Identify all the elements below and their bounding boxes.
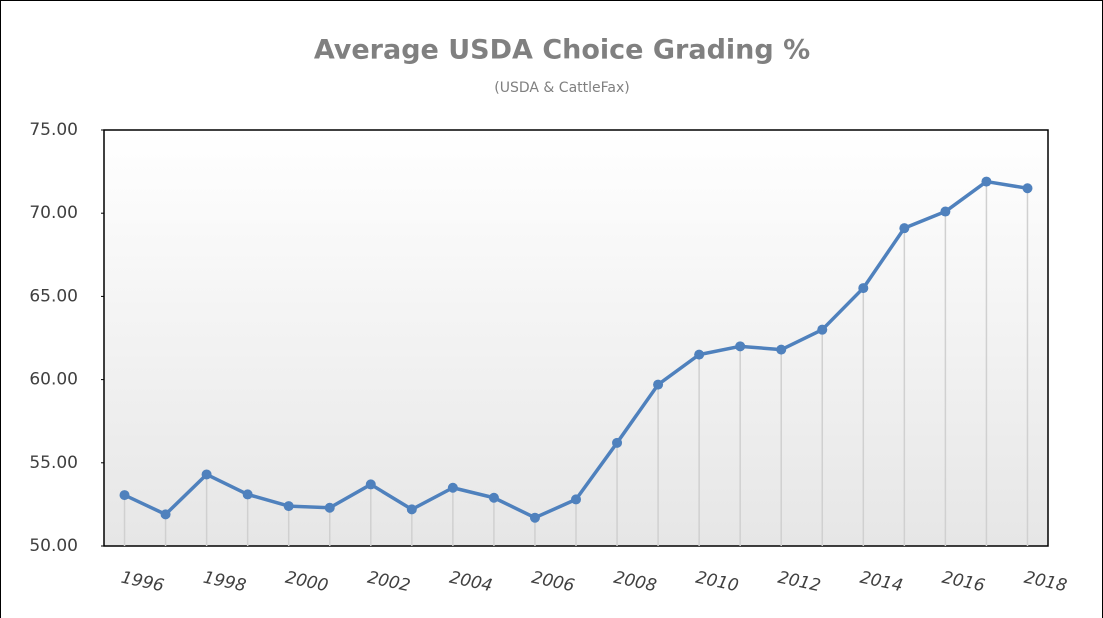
data-point: [858, 283, 869, 294]
data-point: [694, 349, 705, 360]
data-point: [817, 324, 828, 335]
data-point: [776, 344, 787, 355]
y-tick-label: 70.00: [29, 203, 78, 223]
chart-subtitle: (USDA & CattleFax): [494, 80, 629, 96]
y-tick-label: 55.00: [29, 453, 78, 473]
y-tick-label: 60.00: [29, 370, 78, 390]
data-point: [488, 492, 499, 503]
data-point: [899, 223, 910, 234]
data-point: [447, 482, 458, 493]
data-point: [283, 501, 294, 512]
data-point: [571, 494, 581, 505]
data-point: [119, 490, 130, 501]
data-point: [201, 469, 212, 480]
data-point: [612, 437, 623, 448]
data-point: [981, 176, 992, 187]
data-point: [529, 512, 540, 523]
plot-area: [103, 129, 1049, 547]
data-point: [735, 341, 746, 352]
y-tick-label: 65.00: [29, 286, 78, 306]
data-point: [940, 206, 951, 217]
data-point: [406, 504, 417, 515]
data-point: [1022, 183, 1033, 194]
data-point: [160, 509, 171, 520]
data-point: [653, 379, 664, 390]
data-point: [365, 479, 376, 490]
y-tick-label: 75.00: [29, 120, 78, 140]
y-tick-label: 50.00: [29, 536, 78, 556]
data-point: [324, 502, 335, 513]
chart-title: Average USDA Choice Grading %: [314, 35, 810, 66]
data-point: [242, 489, 253, 500]
